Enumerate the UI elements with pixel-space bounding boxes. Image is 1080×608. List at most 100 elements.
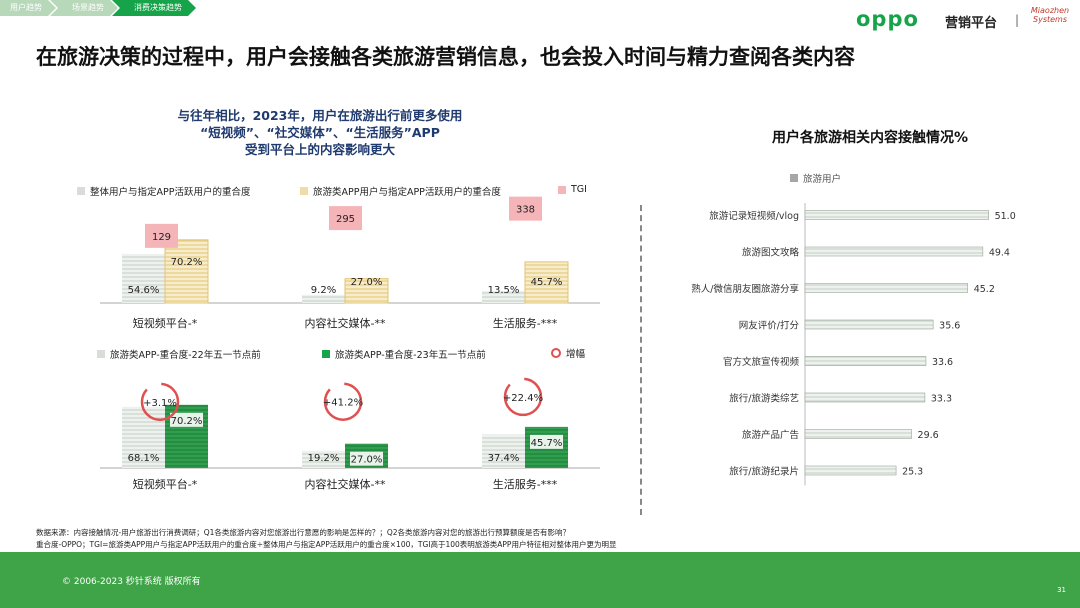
oppo-logo: oppo <box>856 7 919 31</box>
value-label-bg <box>170 412 203 427</box>
value-label-bg <box>350 451 383 466</box>
value-label-bg <box>530 434 563 449</box>
value-label: 9.2% <box>311 285 336 296</box>
page-number: 31 <box>1057 586 1066 594</box>
category-label: 短视频平台-* <box>133 316 198 330</box>
subtitle-line: “短视频”、“社交媒体”、“生活服务”APP <box>200 125 440 140</box>
platform-label: 营销平台 <box>945 16 998 31</box>
bar-2022 <box>302 450 345 468</box>
bar-travel-user <box>804 429 912 439</box>
value-label: 70.2% <box>171 416 203 427</box>
tgi-box <box>509 196 542 221</box>
category-label: 网友评价/打分 <box>739 320 800 332</box>
legend-swatch <box>97 350 105 358</box>
legend-label: 增幅 <box>566 349 586 360</box>
subtitle-line: 与往年相比，2023年，用户在旅游出行前更多使用 <box>177 108 463 123</box>
category-label: 短视频平台-* <box>133 477 198 491</box>
category-label: 生活服务-*** <box>493 316 558 330</box>
growth-chart: 68.1% 70.2% +3.1% 短视频平台-* 19.2% 27.0% +41.2% 内容… <box>100 377 600 491</box>
tgi-label: 338 <box>516 205 535 216</box>
value-label: 19.2% <box>308 453 340 464</box>
footnotes: 数据来源：内容接触情况-用户旅游出行消费调研；Q1各类旅游内容对您旅游出行意愿的… <box>36 527 1036 551</box>
tab-scene-trend[interactable]: 场景趋势 <box>50 0 118 16</box>
tab-user-trend[interactable]: 用户趋势 <box>0 0 56 16</box>
legend-label: 旅游类APP-重合度-23年五一节点前 <box>335 350 486 361</box>
category-label: 生活服务-*** <box>493 477 558 491</box>
bar-travel <box>524 261 569 304</box>
bar-overall <box>122 253 165 303</box>
overlap-chart: 54.6% 70.2% 129 短视频平台-* 9.2% 27.0% 295 内容社交媒体-*… <box>100 196 600 330</box>
tgi-box <box>329 206 362 231</box>
value-label: 29.6 <box>918 430 939 441</box>
bar-2022 <box>122 406 165 468</box>
copyright: © 2006-2023 秒针系统 版权所有 <box>62 577 201 587</box>
value-label: 68.1% <box>128 453 160 464</box>
legend-swatch <box>322 350 330 358</box>
legend-label: TGI <box>571 184 587 195</box>
page-title: 在旅游决策的过程中，用户会接触各类旅游营销信息，也会投入时间与精力查阅各类内容 <box>36 45 855 69</box>
legend-item: 旅游类APP-重合度-22年五一节点前 <box>97 347 261 361</box>
right-chart-title: 用户各旅游相关内容接触情况% <box>771 130 969 146</box>
category-label: 旅行/旅游纪录片 <box>729 466 799 478</box>
growth-label: +41.2% <box>323 398 363 409</box>
category-label: 旅行/旅游类综艺 <box>729 393 799 405</box>
value-label: 33.6 <box>932 357 953 368</box>
value-label: 70.2% <box>171 257 203 268</box>
value-label: 45.7% <box>531 438 563 449</box>
legend-label: 旅游用户 <box>803 174 842 185</box>
value-label: 51.0 <box>995 211 1016 222</box>
category-label: 熟人/微信朋友圈旅游分享 <box>691 283 799 295</box>
chart-divider <box>640 205 642 515</box>
footer: © 2006-2023 秒针系统 版权所有 31 <box>0 552 1080 608</box>
category-label: 官方文旅宣传视频 <box>723 356 800 368</box>
value-label: 27.0% <box>351 455 383 466</box>
value-label: 13.5% <box>488 285 520 296</box>
value-label: 37.4% <box>488 453 520 464</box>
legend-item: 旅游类APP用户与指定APP活跃用户的重合度 <box>300 184 501 198</box>
value-label: 49.4 <box>989 248 1010 259</box>
value-label: 45.2 <box>974 284 995 295</box>
miaozhen-logo: Miaozhen Systems <box>1030 6 1070 24</box>
growth-ring <box>323 382 363 421</box>
value-label: 35.6 <box>939 321 960 332</box>
bar-2022 <box>482 434 525 468</box>
category-label: 内容社交媒体-** <box>305 316 386 330</box>
legend-swatch <box>790 174 798 182</box>
category-label: 旅游图文攻略 <box>742 247 800 259</box>
value-label: 33.3 <box>931 394 952 405</box>
legend-item: TGI <box>558 184 587 195</box>
tgi-label: 295 <box>336 214 355 225</box>
bar-travel-user <box>804 356 927 366</box>
tgi-box <box>145 223 178 248</box>
category-label: 旅游产品广告 <box>742 429 799 441</box>
legend-label: 旅游类APP用户与指定APP活跃用户的重合度 <box>313 187 501 198</box>
bar-travel-user <box>804 319 934 330</box>
bar-travel-user <box>804 283 969 293</box>
bar-travel-user <box>804 465 897 476</box>
legend-item: 增幅 <box>551 346 585 360</box>
footnote-line: 重合度-OPPO；TGI=旅游类APP用户与指定APP活跃用户的重合度÷整体用户… <box>36 540 617 549</box>
bar-travel-user <box>804 392 926 403</box>
legend-label: 旅游类APP-重合度-22年五一节点前 <box>110 350 261 361</box>
growth-label: +3.1% <box>143 398 177 409</box>
value-label: 54.6% <box>128 285 160 296</box>
growth-ring <box>140 382 180 422</box>
growth-ring <box>503 377 543 417</box>
bar-travel <box>344 278 389 304</box>
divider-bar: | <box>1015 13 1020 27</box>
legend-swatch <box>77 187 85 195</box>
contact-chart: 旅游记录短视频/vlog 51.0 旅游图文攻略 49.4 熟人/微信朋友圈旅游分享 45… <box>691 203 1016 486</box>
bar-travel <box>164 239 209 304</box>
legend-label: 整体用户与指定APP活跃用户的重合度 <box>90 187 251 198</box>
value-label: 25.3 <box>902 467 923 478</box>
category-label: 旅游记录短视频/vlog <box>709 210 799 222</box>
footnote-line: 数据来源：内容接触情况-用户旅游出行消费调研；Q1各类旅游内容对您旅游出行意愿的… <box>36 528 571 537</box>
category-label: 内容社交媒体-** <box>305 477 386 491</box>
bar-overall <box>302 294 345 303</box>
value-label: 27.0% <box>351 277 383 288</box>
bar-travel-user <box>804 246 984 257</box>
legend-item: 旅游类APP-重合度-23年五一节点前 <box>322 347 486 361</box>
legend-swatch <box>300 187 308 195</box>
tab-decision-trend[interactable]: 消费决策趋势 <box>112 0 196 16</box>
value-label: 45.7% <box>531 277 563 288</box>
